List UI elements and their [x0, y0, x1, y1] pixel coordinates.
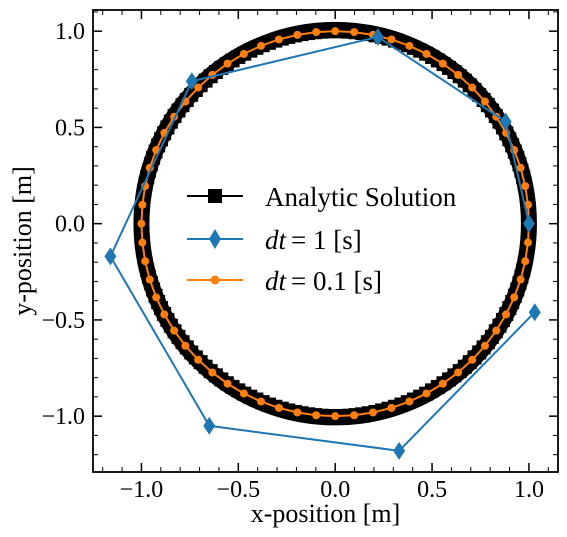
series-dt01-point — [454, 368, 463, 377]
x-tick-label: 0.5 — [417, 477, 447, 503]
series-dt01-point — [468, 83, 477, 92]
series-dt01-point — [181, 341, 190, 350]
y-axis-label: y-position [m] — [8, 166, 37, 316]
series-dt01-point — [350, 28, 359, 37]
legend-item-dt01: dt = 0.1 [s] — [187, 266, 382, 296]
series-dt01-point — [239, 389, 248, 398]
series-dt01-point — [521, 257, 530, 266]
series-dt01-point — [312, 411, 321, 420]
series-dt01-point — [257, 41, 266, 50]
series-dt1-point — [371, 27, 384, 46]
legend-analytic-label: Analytic Solution — [265, 182, 457, 212]
series-dt01-point — [438, 379, 447, 388]
series-dt01-point — [312, 28, 321, 37]
series-dt01-point — [137, 219, 146, 228]
y-tick-label: 0.5 — [55, 115, 85, 141]
legend-analytic-marker — [208, 189, 222, 203]
legend-item-dt1: dt = 1 [s] — [187, 225, 362, 255]
x-tick-label: 1.0 — [514, 477, 544, 503]
axis-ticks: −1.0 −0.5 0.0 0.5 1.0 −1.0 −0.5 0.0 0.5 1.0 — [41, 10, 558, 503]
series-dt01-point — [152, 293, 161, 302]
series-dt01-point — [331, 412, 340, 421]
series-dt01-point — [480, 341, 489, 350]
series-dt01-point — [194, 83, 203, 92]
series-dt01-point — [160, 310, 169, 319]
series-dt01-point — [510, 293, 519, 302]
series-dt1-point — [522, 214, 535, 233]
series-dt01-point — [145, 275, 154, 284]
series-dt01-point — [405, 41, 414, 50]
series-dt01-point — [350, 411, 359, 420]
series-dt01-point — [422, 49, 431, 58]
x-axis-label: x-position [m] — [251, 499, 401, 528]
series-dt1-point — [499, 112, 512, 131]
series-dt01-point — [368, 408, 377, 417]
series-dt01-point — [274, 35, 283, 44]
series-dt01-point — [405, 397, 414, 406]
series-dt01-point — [239, 49, 248, 58]
series-dt01-point — [524, 238, 533, 247]
series-dt01-point — [274, 403, 283, 412]
series-dt01-point — [422, 389, 431, 398]
y-tick-label: 0.0 — [55, 212, 85, 238]
legend: Analytic Solution dt = 1 [s] dt = 0.1 [s] — [187, 182, 457, 296]
series-dt01-point — [521, 182, 530, 191]
series-dt1-line — [109, 35, 536, 452]
series-dt01-point — [141, 257, 150, 266]
y-tick-label: 1.0 — [55, 19, 85, 45]
x-tick-label: −0.5 — [217, 477, 261, 503]
series-dt01-point — [387, 403, 396, 412]
series-dt01-point — [480, 97, 489, 106]
series-dt01-point — [492, 326, 501, 335]
series-dt1-point — [104, 247, 117, 266]
plot-frame — [92, 9, 559, 473]
series-dt01-point — [438, 59, 447, 68]
series-dt1-point — [393, 441, 406, 460]
series-dt1-point — [185, 72, 198, 91]
series-dt01-point — [208, 368, 217, 377]
series-dt01-point — [138, 200, 147, 209]
series-dt01-point — [468, 355, 477, 364]
x-tick-label: −1.0 — [120, 477, 164, 503]
series-dt01-point — [194, 355, 203, 364]
legend-dt01-marker — [210, 275, 220, 285]
series-dt1-point — [528, 303, 541, 322]
legend-dt1-marker — [209, 229, 221, 249]
y-tick-label: −1.0 — [41, 404, 85, 430]
series-dt01-point — [138, 238, 147, 247]
series-dt01-point — [293, 30, 302, 39]
legend-dt01-label: dt = 0.1 [s] — [265, 266, 382, 296]
series-dt01-point — [257, 397, 266, 406]
legend-dt1-label: dt = 1 [s] — [265, 225, 362, 255]
series-dt01-point — [502, 310, 511, 319]
series-dt01-point — [454, 70, 463, 79]
series-dt01-point — [331, 27, 340, 36]
series-dt01-point — [223, 379, 232, 388]
series-dt01-point — [387, 35, 396, 44]
y-tick-label: −0.5 — [41, 308, 85, 334]
series-dt1-point — [203, 416, 216, 435]
legend-item-analytic: Analytic Solution — [187, 182, 457, 212]
series-dt01-point — [170, 326, 179, 335]
series-dt01-point — [223, 59, 232, 68]
plot-area — [104, 21, 541, 460]
series-dt01-point — [293, 408, 302, 417]
series-dt01-point — [516, 275, 525, 284]
x-tick-label: 0.0 — [320, 477, 350, 503]
series-dt01-point — [516, 163, 525, 172]
